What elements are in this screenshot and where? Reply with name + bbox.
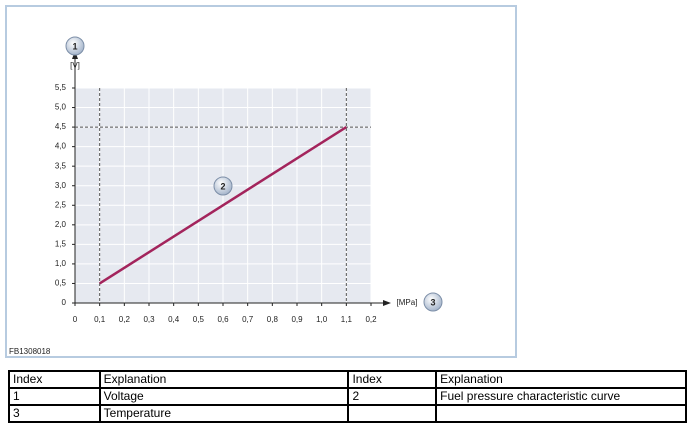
cell: Index xyxy=(347,370,438,389)
callout-label: 1 xyxy=(72,41,77,51)
cell: Fuel pressure characteristic curve xyxy=(435,387,687,406)
figure-frame xyxy=(5,5,517,358)
callout-circle xyxy=(423,292,443,312)
y-tick-label: 1,0 xyxy=(55,259,67,268)
x-tick-label: 0,8 xyxy=(267,315,279,324)
cell: Voltage xyxy=(98,387,350,406)
x-tick-label: 0,5 xyxy=(193,315,205,324)
y-tick-label: 2,5 xyxy=(55,200,67,209)
x-tick-label: 0,2 xyxy=(119,315,131,324)
x-tick-label: 0,6 xyxy=(217,315,229,324)
y-tick-label: 1,5 xyxy=(55,239,67,248)
y-tick-label: 0,5 xyxy=(55,279,67,288)
y-tick-label: 2,0 xyxy=(55,220,67,229)
x-tick-label: 0,2 xyxy=(365,315,377,324)
x-tick-label: 1,0 xyxy=(316,315,328,324)
y-tick-label: 4,5 xyxy=(55,122,67,131)
callout-label: 2 xyxy=(220,181,225,191)
cell: 1 xyxy=(8,387,101,406)
x-tick-label: 0,9 xyxy=(291,315,303,324)
cell xyxy=(347,404,438,423)
curve xyxy=(98,126,348,285)
x-tick-label: 0,7 xyxy=(242,315,254,324)
y-tick-label: 3,5 xyxy=(55,161,67,170)
cell: Temperature xyxy=(98,404,350,423)
x-arrow xyxy=(383,300,391,306)
y-tick-label: 5,0 xyxy=(55,103,67,112)
x-tick-label: 0,4 xyxy=(168,315,180,324)
x-axis-label: [MPa] xyxy=(397,298,418,307)
table-row: 3 Temperature xyxy=(8,404,687,423)
table-row: 1 Voltage 2 Fuel pressure characteristic… xyxy=(8,387,687,406)
x-tick-label: 0,1 xyxy=(94,315,106,324)
cell: Index xyxy=(8,370,101,389)
figure-label: FB1308018 xyxy=(9,347,51,356)
cell: 3 xyxy=(8,404,101,423)
y-tick-label: 0 xyxy=(62,298,67,307)
x-tick-label: 0 xyxy=(73,315,78,324)
callout-circle xyxy=(65,36,85,56)
y-tick-label: 3,0 xyxy=(55,181,67,190)
cell: 2 xyxy=(347,387,438,406)
table-row: Index Explanation Index Explanation xyxy=(8,370,687,389)
callout-label: 3 xyxy=(430,297,435,307)
x-tick-label: 1,1 xyxy=(341,315,353,324)
y-tick-label: 5,5 xyxy=(55,83,67,92)
y-tick-label: 4,0 xyxy=(55,142,67,151)
cell xyxy=(435,404,687,423)
y-axis-label: [V] xyxy=(70,61,80,70)
cell: Explanation xyxy=(435,370,687,389)
index-table: Index Explanation Index Explanation 1 Vo… xyxy=(8,370,687,423)
callout-circle xyxy=(213,176,233,196)
cell: Explanation xyxy=(98,370,350,389)
x-tick-label: 0,3 xyxy=(143,315,155,324)
